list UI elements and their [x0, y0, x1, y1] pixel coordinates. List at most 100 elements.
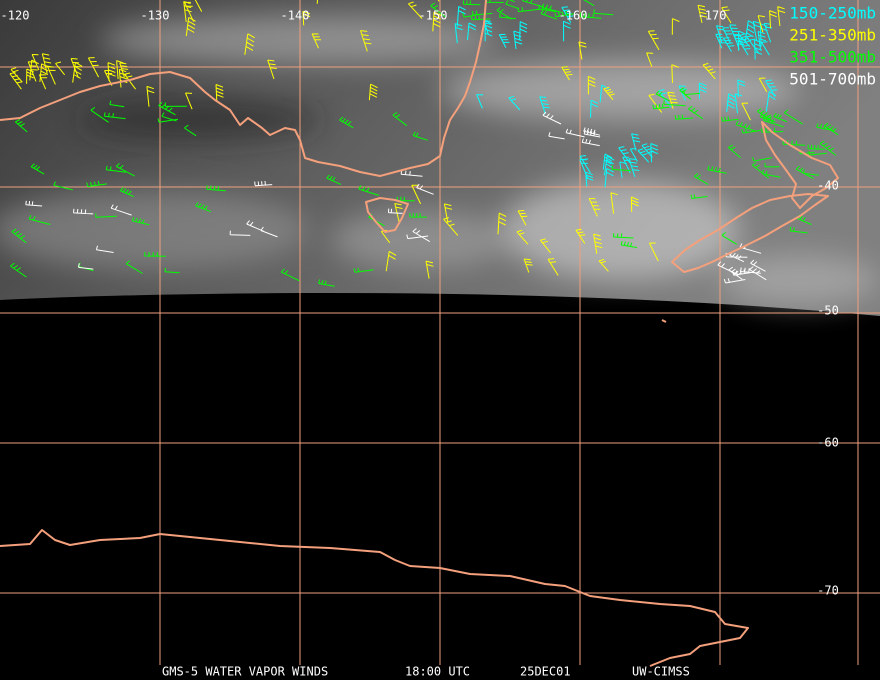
longitude-label: -120 [1, 9, 30, 23]
wind-barb [738, 39, 751, 56]
wind-barb [769, 10, 777, 29]
australia-coast [0, 0, 487, 177]
wind-barb [765, 79, 778, 98]
wind-barb [396, 196, 415, 202]
longitude-label: -160 [559, 9, 588, 23]
wind-barb [610, 192, 618, 214]
wind-barb [158, 102, 176, 116]
wind-barb [471, 15, 491, 21]
wind-barb [773, 112, 787, 123]
legend: 150-250mb 251-350mb 351-500mb 501-700mb [789, 4, 876, 89]
wind-barb [722, 27, 733, 44]
wind-barb [360, 30, 372, 52]
wind-barb [602, 153, 613, 170]
grid-labels: -120 -130 -140 -150 -160 -170 -40 -50 -60 -70 [1, 9, 839, 598]
wind-barb [103, 112, 126, 120]
wind-barb [679, 87, 692, 100]
new-zealand-south-coast [671, 193, 829, 273]
wind-barb [430, 2, 447, 18]
wind-barb [540, 9, 558, 20]
wind-barb [620, 240, 638, 248]
wind-barb [789, 226, 808, 234]
footer-text: 18:00 UTC [405, 665, 470, 679]
wind-barb [368, 83, 378, 101]
wind-barb [765, 91, 777, 112]
wind-barb [28, 214, 51, 225]
footer-text: UW-CIMSS [632, 665, 690, 679]
wind-barb [110, 204, 132, 216]
wind-barb [164, 102, 187, 107]
wind-barb [467, 22, 477, 41]
wind-barb [392, 111, 408, 127]
wind-barb [412, 228, 430, 243]
wind-barb [116, 60, 124, 80]
wind-barb [690, 194, 708, 199]
wind-barb [752, 20, 761, 41]
wind-barb [583, 0, 595, 7]
wind-barb [184, 1, 194, 22]
wind-barb [517, 210, 528, 226]
footer-text: 25DEC01 [520, 665, 571, 679]
wind-barb [39, 63, 49, 83]
wind-barb [53, 181, 73, 191]
wind-barb [353, 267, 374, 273]
wind-barb [741, 128, 761, 134]
wind-barb [497, 212, 507, 235]
wind-barb [630, 196, 639, 212]
wind-barb [95, 245, 114, 253]
wind-barb [749, 266, 767, 281]
wind-barb [816, 123, 835, 132]
wind-barb [302, 10, 311, 26]
wind-barb [120, 187, 134, 198]
wind-barb [581, 138, 600, 147]
wind-barb [496, 7, 513, 20]
wind-barb [476, 94, 484, 109]
wind-barb [734, 34, 744, 50]
wind-barb [777, 6, 786, 26]
wind-barb [757, 15, 765, 33]
wind-barb [575, 228, 586, 244]
wind-barb [118, 68, 128, 88]
wind-barb [629, 148, 638, 162]
wind-barb [10, 262, 27, 278]
wind-barb [311, 33, 322, 49]
wind-barb [655, 90, 670, 102]
tasmania-coast [365, 197, 409, 233]
wind-barb [650, 143, 659, 163]
wind-barb [667, 91, 678, 109]
wind-barb [554, 10, 575, 18]
wind-barb [593, 9, 614, 16]
wind-barb [523, 258, 533, 273]
longitude-label: -170 [698, 9, 727, 23]
wind-barb [628, 158, 640, 178]
wind-barb [326, 174, 342, 185]
legend-entry: 501-700mb [789, 70, 876, 89]
wind-barb [55, 61, 65, 76]
wind-barb [823, 122, 839, 136]
wind-barb [432, 11, 442, 32]
wind-barb [671, 64, 679, 83]
wind-barb [73, 208, 94, 215]
wind-barb [516, 229, 529, 245]
wind-barb [721, 232, 738, 245]
wind-barb [30, 163, 45, 175]
wind-barb [751, 162, 770, 179]
wind-barb [807, 144, 825, 150]
wind-barb [795, 165, 814, 179]
wind-barb [107, 62, 116, 81]
wind-barb [641, 143, 654, 158]
wind-barb [764, 162, 780, 168]
longitude-label: -130 [141, 9, 170, 23]
wind-barb [729, 24, 741, 42]
wind-barb [721, 116, 739, 122]
wind-barb [735, 120, 757, 132]
wind-barb [409, 213, 427, 218]
wind-barb [603, 155, 615, 176]
wind-barb [425, 260, 434, 279]
wind-barb [131, 217, 150, 226]
wind-barb [90, 106, 109, 123]
wind-barb [561, 66, 573, 81]
wind-barb [358, 185, 380, 196]
wind-barb [443, 203, 453, 223]
wind-barb [688, 105, 704, 120]
